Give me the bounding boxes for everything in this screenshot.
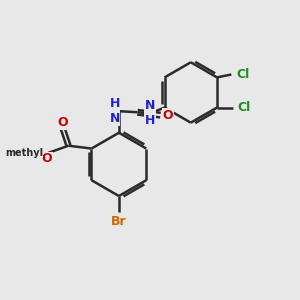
Text: H
N: H N — [110, 97, 120, 125]
Text: O: O — [42, 152, 52, 165]
Text: O: O — [57, 116, 68, 129]
Text: Cl: Cl — [236, 68, 250, 81]
Text: methyl: methyl — [5, 148, 43, 158]
Text: Br: Br — [111, 215, 127, 228]
Text: O: O — [162, 109, 173, 122]
Text: N
H: N H — [145, 99, 155, 127]
Text: Cl: Cl — [238, 101, 251, 114]
